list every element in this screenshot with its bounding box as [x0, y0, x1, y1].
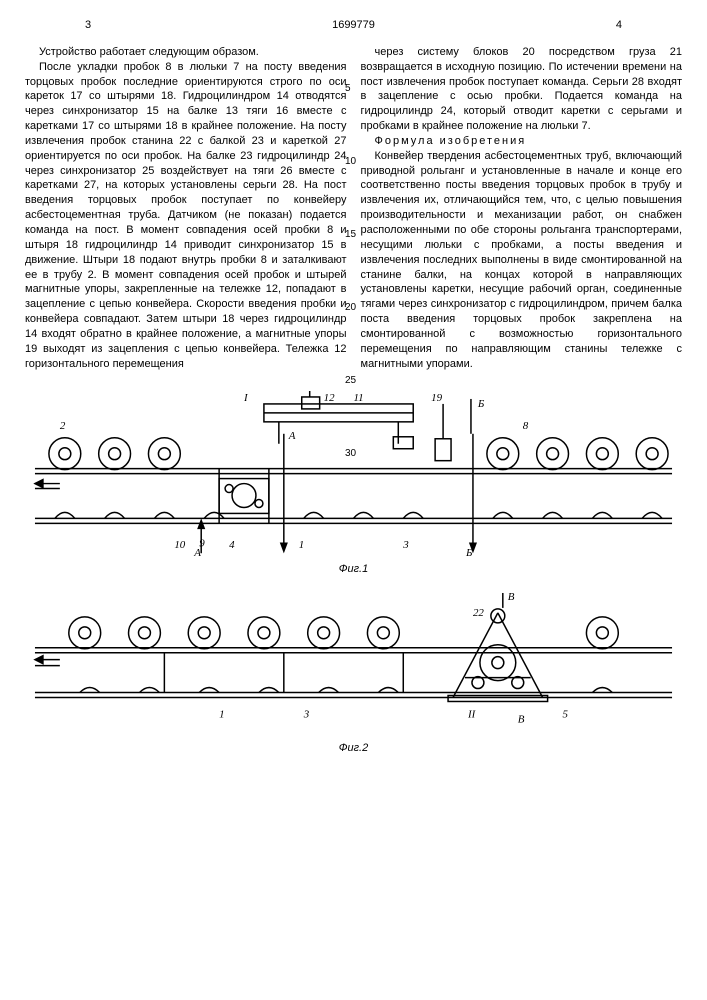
callout-4: 4 [229, 540, 235, 552]
callout-II: II [467, 709, 477, 721]
callout-22: 22 [473, 607, 484, 619]
figure-1: 2 I 12 11 19 Б 8 А А 10 9 4 1 3 Б Фиг.1 [25, 389, 682, 576]
page-number-right: 4 [616, 18, 622, 33]
callout-B-top: Б [477, 398, 485, 410]
callout-10: 10 [174, 540, 185, 552]
callout-V-top: В [508, 591, 515, 603]
callout-B-bot: Б [465, 548, 473, 559]
callout-12: 12 [324, 392, 335, 404]
figure-2-svg: В 22 1 3 II В 5 [25, 588, 682, 737]
figure-2-label: Фиг.2 [25, 741, 682, 756]
right-column: через систему блоков 20 посредством груз… [361, 45, 683, 372]
callout-3: 3 [303, 709, 310, 721]
line-number: 30 [345, 447, 356, 461]
paragraph: Конвейер твердения асбестоцементных труб… [361, 149, 683, 372]
callout-11: 11 [353, 392, 363, 404]
line-number: 5 [345, 82, 351, 96]
callout-9: 9 [199, 538, 205, 550]
figure-1-label: Фиг.1 [25, 562, 682, 577]
callout-A-top: А [288, 430, 296, 442]
callout-19: 19 [431, 392, 442, 404]
line-number: 25 [345, 374, 356, 388]
text-columns: Устройство работает следующим образом. П… [25, 45, 682, 372]
paragraph: Устройство работает следующим образом. [25, 45, 347, 60]
figures-container: 2 I 12 11 19 Б 8 А А 10 9 4 1 3 Б Фиг.1 [25, 389, 682, 755]
callout-1: 1 [299, 540, 304, 552]
paragraph: через систему блоков 20 посредством груз… [361, 45, 683, 134]
line-number: 20 [345, 301, 356, 315]
document-number: 1699779 [332, 18, 375, 33]
left-column: Устройство работает следующим образом. П… [25, 45, 347, 372]
callout-8: 8 [523, 420, 529, 432]
paragraph: После укладки пробок 8 в люльки 7 на пос… [25, 60, 347, 372]
callout-3: 3 [402, 540, 409, 552]
figure-1-svg: 2 I 12 11 19 Б 8 А А 10 9 4 1 3 Б [25, 389, 682, 558]
line-number: 15 [345, 228, 356, 242]
callout-2: 2 [60, 420, 66, 432]
page-number-left: 3 [85, 18, 91, 33]
callout-5: 5 [563, 709, 569, 721]
figure-2: В 22 1 3 II В 5 Фиг.2 [25, 588, 682, 755]
line-number: 10 [345, 155, 356, 169]
callout-V-bot: В [518, 714, 525, 726]
formula-title: Формула изобретения [361, 134, 683, 149]
callout-I: I [243, 392, 249, 404]
callout-1: 1 [219, 709, 224, 721]
